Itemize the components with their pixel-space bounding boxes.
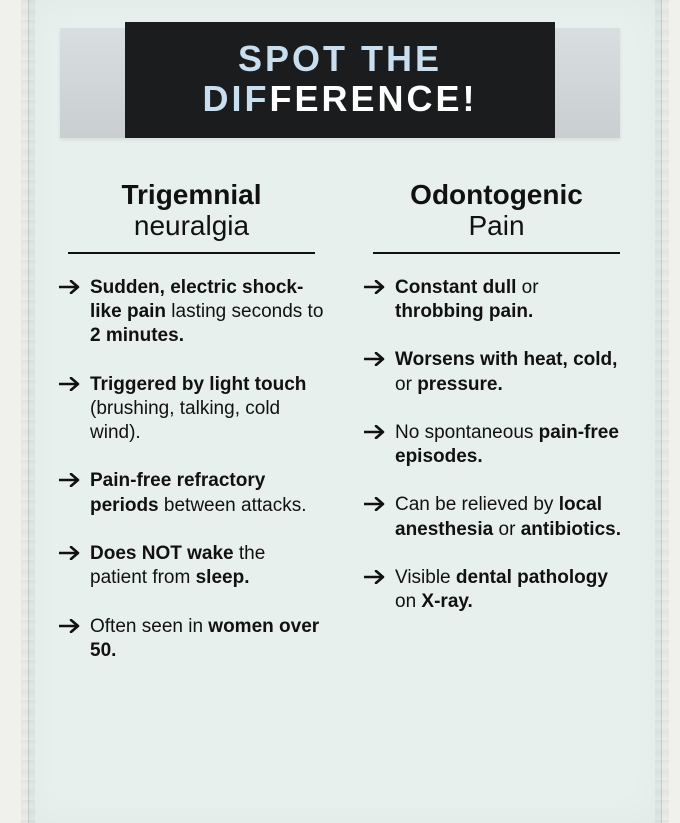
left-col-items: Sudden, electric shock-like pain lasting… (58, 276, 325, 664)
list-item-text: Triggered by light touch (brushing, talk… (90, 373, 325, 446)
comparison-columns: Trigemnial neuralgia Sudden, electric sh… (58, 180, 630, 803)
arrow-icon (58, 377, 80, 391)
right-col-rule (373, 252, 620, 254)
right-col-heading-regular: Pain (363, 211, 630, 242)
list-item: Constant dull or throbbing pain. (363, 276, 630, 325)
list-item-text: No spontaneous pain-free episodes. (395, 421, 630, 470)
arrow-icon (363, 425, 385, 439)
left-column: Trigemnial neuralgia Sudden, electric sh… (58, 180, 325, 803)
left-col-header: Trigemnial neuralgia (58, 180, 325, 242)
list-item-text: Constant dull or throbbing pain. (395, 276, 630, 325)
arrow-icon (363, 352, 385, 366)
title-box: SPOT THE DIFFERENCE! (125, 22, 555, 138)
list-item: Sudden, electric shock-like pain lasting… (58, 276, 325, 349)
list-item-text: Does NOT wake the patient from sleep. (90, 542, 325, 591)
left-col-heading-regular: neuralgia (58, 211, 325, 242)
arrow-icon (58, 473, 80, 487)
list-item: Does NOT wake the patient from sleep. (58, 542, 325, 591)
list-item: Visible dental pathology on X-ray. (363, 566, 630, 615)
right-col-heading-bold: Odontogenic (363, 180, 630, 211)
arrow-icon (58, 280, 80, 294)
list-item: Triggered by light touch (brushing, talk… (58, 373, 325, 446)
list-item: Can be relieved by local anesthesia or a… (363, 493, 630, 542)
arrow-icon (363, 497, 385, 511)
list-item-text: Often seen in women over 50. (90, 615, 325, 664)
title-part-light: DIF (202, 78, 269, 119)
arrow-icon (363, 280, 385, 294)
list-item: Pain-free refractory periods between att… (58, 469, 325, 518)
right-column: Odontogenic Pain Constant dull or throbb… (363, 180, 630, 803)
list-item-text: Sudden, electric shock-like pain lasting… (90, 276, 325, 349)
right-col-header: Odontogenic Pain (363, 180, 630, 242)
list-item: No spontaneous pain-free episodes. (363, 421, 630, 470)
title-line-1: SPOT THE (163, 38, 517, 80)
list-item-text: Pain-free refractory periods between att… (90, 469, 325, 518)
arrow-icon (58, 619, 80, 633)
left-col-rule (68, 252, 315, 254)
list-item-text: Visible dental pathology on X-ray. (395, 566, 630, 615)
left-col-heading-bold: Trigemnial (58, 180, 325, 211)
arrow-icon (363, 570, 385, 584)
right-col-items: Constant dull or throbbing pain. Worsens … (363, 276, 630, 615)
title-part-white: FERENCE! (269, 78, 477, 119)
title-line-2: DIFFERENCE! (163, 78, 517, 120)
arrow-icon (58, 546, 80, 560)
list-item: Often seen in women over 50. (58, 615, 325, 664)
list-item-text: Can be relieved by local anesthesia or a… (395, 493, 630, 542)
list-item-text: Worsens with heat, cold, or pressure. (395, 348, 630, 397)
list-item: Worsens with heat, cold, or pressure. (363, 348, 630, 397)
